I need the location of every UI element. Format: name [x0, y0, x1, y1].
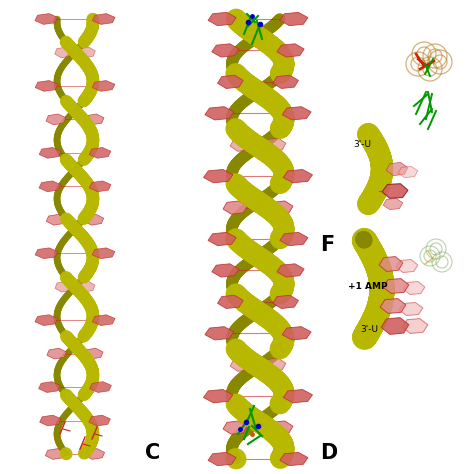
Text: D: D	[320, 443, 337, 463]
Polygon shape	[280, 232, 308, 246]
Polygon shape	[40, 415, 61, 426]
Polygon shape	[269, 421, 293, 434]
Polygon shape	[223, 421, 247, 434]
Polygon shape	[78, 282, 95, 292]
Polygon shape	[280, 12, 308, 26]
Text: +1 AMP: +1 AMP	[348, 283, 388, 291]
Polygon shape	[264, 358, 286, 371]
Polygon shape	[38, 382, 60, 392]
Polygon shape	[92, 248, 115, 259]
Polygon shape	[223, 201, 247, 214]
Polygon shape	[46, 214, 66, 225]
Polygon shape	[382, 184, 408, 198]
Polygon shape	[78, 47, 95, 58]
Text: 3'-U: 3'-U	[353, 140, 371, 149]
Polygon shape	[282, 107, 311, 120]
Polygon shape	[386, 163, 408, 176]
Polygon shape	[35, 81, 58, 91]
Polygon shape	[383, 279, 409, 293]
Polygon shape	[380, 299, 406, 313]
Polygon shape	[399, 302, 423, 316]
Polygon shape	[208, 452, 236, 465]
Polygon shape	[55, 47, 72, 58]
Text: 3'-U: 3'-U	[360, 325, 378, 334]
Polygon shape	[35, 248, 58, 259]
Polygon shape	[383, 198, 403, 210]
Polygon shape	[264, 138, 286, 151]
Polygon shape	[89, 181, 111, 191]
Polygon shape	[84, 114, 104, 125]
Polygon shape	[208, 12, 236, 26]
Polygon shape	[89, 415, 110, 426]
Polygon shape	[35, 14, 58, 24]
Polygon shape	[277, 264, 304, 277]
Polygon shape	[403, 282, 425, 294]
Polygon shape	[205, 327, 234, 340]
Polygon shape	[212, 264, 239, 277]
Polygon shape	[83, 348, 103, 359]
Polygon shape	[205, 107, 234, 120]
Polygon shape	[398, 166, 418, 178]
Polygon shape	[89, 147, 111, 158]
Polygon shape	[269, 201, 293, 214]
Polygon shape	[218, 75, 243, 89]
Polygon shape	[39, 147, 61, 158]
Polygon shape	[35, 315, 58, 326]
Polygon shape	[283, 170, 312, 183]
Polygon shape	[273, 75, 299, 89]
Polygon shape	[218, 295, 243, 309]
Polygon shape	[90, 382, 111, 392]
Polygon shape	[230, 358, 253, 371]
Text: C: C	[145, 443, 160, 463]
Polygon shape	[273, 295, 299, 309]
Polygon shape	[277, 44, 304, 57]
Polygon shape	[92, 81, 115, 91]
Text: F: F	[320, 235, 334, 255]
Polygon shape	[208, 232, 236, 246]
Polygon shape	[280, 452, 308, 465]
Polygon shape	[46, 448, 65, 459]
Polygon shape	[46, 114, 66, 125]
Polygon shape	[39, 181, 61, 191]
Polygon shape	[47, 348, 66, 359]
Polygon shape	[203, 390, 233, 403]
Polygon shape	[85, 448, 105, 459]
Polygon shape	[381, 318, 409, 334]
Polygon shape	[402, 319, 428, 333]
Polygon shape	[55, 282, 73, 292]
Polygon shape	[92, 14, 115, 24]
Polygon shape	[396, 259, 418, 273]
Polygon shape	[212, 44, 239, 57]
Polygon shape	[283, 390, 312, 403]
Polygon shape	[92, 315, 115, 326]
Polygon shape	[230, 138, 253, 151]
Polygon shape	[203, 170, 233, 183]
Polygon shape	[282, 327, 311, 340]
Polygon shape	[379, 256, 403, 272]
Polygon shape	[84, 214, 104, 225]
